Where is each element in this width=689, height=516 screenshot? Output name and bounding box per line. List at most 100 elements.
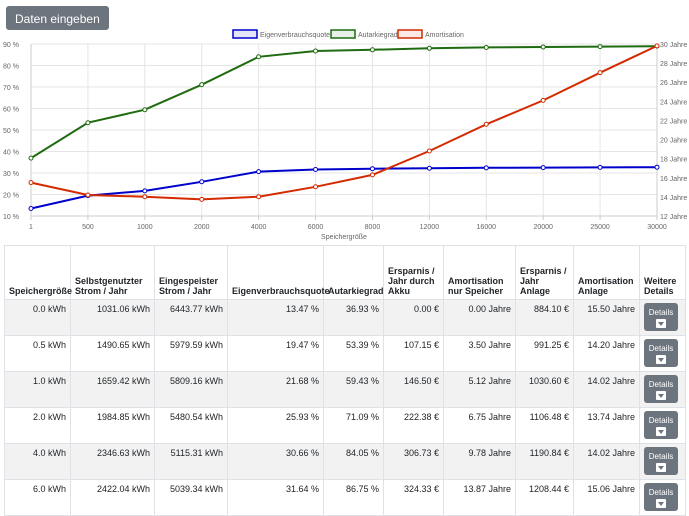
toolbar: Daten eingeben — [6, 6, 109, 30]
data-point — [426, 148, 432, 154]
header-savings-battery: Ersparnis / Jahr durch Akku — [383, 245, 444, 300]
enter-data-button[interactable]: Daten eingeben — [6, 6, 109, 30]
data-point — [654, 164, 660, 170]
cell-savings-system: 884.10 € — [515, 299, 574, 336]
details-button-label: Details — [648, 452, 674, 461]
legend-swatch — [397, 29, 423, 39]
cell-storage-size: 1.0 kWh — [4, 371, 71, 408]
caret-down-icon — [656, 427, 666, 436]
x-tick-label: 4000 — [251, 224, 267, 231]
data-point — [540, 165, 546, 171]
cell-fed-in: 5039.34 kWh — [154, 479, 228, 516]
table-header-row: Speichergröße Selbstgenutzter Strom / Ja… — [4, 245, 686, 300]
details-button[interactable]: Details — [644, 447, 678, 475]
y-right-tick-label: 30 Jahre — [660, 42, 687, 49]
data-point — [540, 97, 546, 103]
legend-swatch — [232, 29, 258, 39]
cell-amortisation-system: 14.20 Jahre — [573, 335, 640, 372]
cell-self-consumption-rate: 30.66 % — [227, 443, 324, 480]
header-amortisation-system: Amortisation Anlage — [573, 245, 640, 300]
details-button[interactable]: Details — [644, 303, 678, 331]
cell-self-consumption-rate: 25.93 % — [227, 407, 324, 444]
details-button[interactable]: Details — [644, 375, 678, 403]
data-point — [313, 48, 319, 54]
cell-storage-size: 0.5 kWh — [4, 335, 71, 372]
y-left-tick-label: 20 % — [3, 193, 19, 200]
y-left-tick-label: 80 % — [3, 64, 19, 71]
caret-down-icon — [656, 463, 666, 472]
data-point — [199, 196, 205, 202]
y-right-tick-label: 20 Jahre — [660, 138, 687, 145]
cell-autarky: 71.09 % — [323, 407, 384, 444]
x-tick-label: 12000 — [420, 224, 440, 231]
table-row: 1.0 kWh 1659.42 kWh 5809.16 kWh 21.68 % 59.4… — [4, 371, 686, 408]
cell-self-used: 2422.04 kWh — [70, 479, 155, 516]
table-row: 4.0 kWh 2346.63 kWh 5115.31 kWh 30.66 % 84.0… — [4, 443, 686, 480]
cell-autarky: 86.75 % — [323, 479, 384, 516]
y-right-tick-label: 18 Jahre — [660, 157, 687, 164]
data-point — [313, 184, 319, 190]
y-right-tick-label: 26 Jahre — [660, 80, 687, 87]
cell-savings-battery: 324.33 € — [383, 479, 444, 516]
cell-details: Details — [639, 479, 686, 516]
details-button-label: Details — [648, 308, 674, 317]
cell-details: Details — [639, 371, 686, 408]
y-left-tick-label: 90 % — [3, 42, 19, 49]
data-point — [142, 107, 148, 113]
y-left-tick-label: 40 % — [3, 150, 19, 157]
cell-savings-battery: 146.50 € — [383, 371, 444, 408]
details-button[interactable]: Details — [644, 411, 678, 439]
data-point — [597, 70, 603, 76]
cell-storage-size: 2.0 kWh — [4, 407, 71, 444]
legend-label: Autarkiegrad — [358, 32, 398, 39]
header-details: Weitere Details — [639, 245, 686, 300]
cell-savings-battery: 222.38 € — [383, 407, 444, 444]
data-point — [540, 44, 546, 50]
cell-self-used: 2346.63 kWh — [70, 443, 155, 480]
cell-savings-battery: 306.73 € — [383, 443, 444, 480]
series-line-amortisation — [30, 44, 658, 201]
cell-amortisation-storage: 6.75 Jahre — [443, 407, 516, 444]
cell-savings-battery: 0.00 € — [383, 299, 444, 336]
data-point — [426, 45, 432, 51]
header-fed-in: Eingespeister Strom / Jahr — [154, 245, 228, 300]
data-point — [85, 120, 91, 126]
y-left-tick-label: 70 % — [3, 85, 19, 92]
legend-label: Amortisation — [425, 32, 464, 39]
cell-amortisation-storage: 13.87 Jahre — [443, 479, 516, 516]
cell-self-consumption-rate: 13.47 % — [227, 299, 324, 336]
cell-amortisation-storage: 5.12 Jahre — [443, 371, 516, 408]
y-right-tick-label: 14 Jahre — [660, 195, 687, 202]
details-button[interactable]: Details — [644, 483, 678, 511]
data-point — [28, 180, 34, 186]
data-point — [256, 54, 262, 60]
caret-down-icon — [656, 499, 666, 508]
details-button[interactable]: Details — [644, 339, 678, 367]
table-row: 2.0 kWh 1984.85 kWh 5480.54 kWh 25.93 % 71.0… — [4, 407, 686, 444]
details-button-label: Details — [648, 488, 674, 497]
data-point — [483, 121, 489, 127]
cell-autarky: 53.39 % — [323, 335, 384, 372]
series-line-eigenverbrauchsquote — [30, 166, 658, 210]
data-point — [483, 44, 489, 50]
header-storage-size: Speichergröße — [4, 245, 72, 300]
cell-self-used: 1031.06 kWh — [70, 299, 155, 336]
cell-details: Details — [639, 443, 686, 480]
cell-savings-battery: 107.15 € — [383, 335, 444, 372]
data-point — [597, 164, 603, 170]
cell-savings-system: 1208.44 € — [515, 479, 574, 516]
y-right-tick-label: 22 Jahre — [660, 118, 687, 125]
data-point — [28, 206, 34, 212]
x-tick-label: 2000 — [194, 224, 210, 231]
data-point — [426, 165, 432, 171]
cell-self-consumption-rate: 31.64 % — [227, 479, 324, 516]
data-point — [313, 166, 319, 172]
data-point — [85, 192, 91, 198]
cell-amortisation-storage: 3.50 Jahre — [443, 335, 516, 372]
storage-chart: 10 % 20 % 30 % 40 % 50 % 60 % 70 % 80 % 90 % 12 J… — [3, 29, 687, 241]
legend-swatch — [330, 29, 356, 39]
y-right-tick-label: 16 Jahre — [660, 176, 687, 183]
details-button-label: Details — [648, 416, 674, 425]
y-right-tick-label: 28 Jahre — [660, 61, 687, 68]
table-row: 6.0 kWh 2422.04 kWh 5039.34 kWh 31.64 % 86.7… — [4, 479, 686, 516]
